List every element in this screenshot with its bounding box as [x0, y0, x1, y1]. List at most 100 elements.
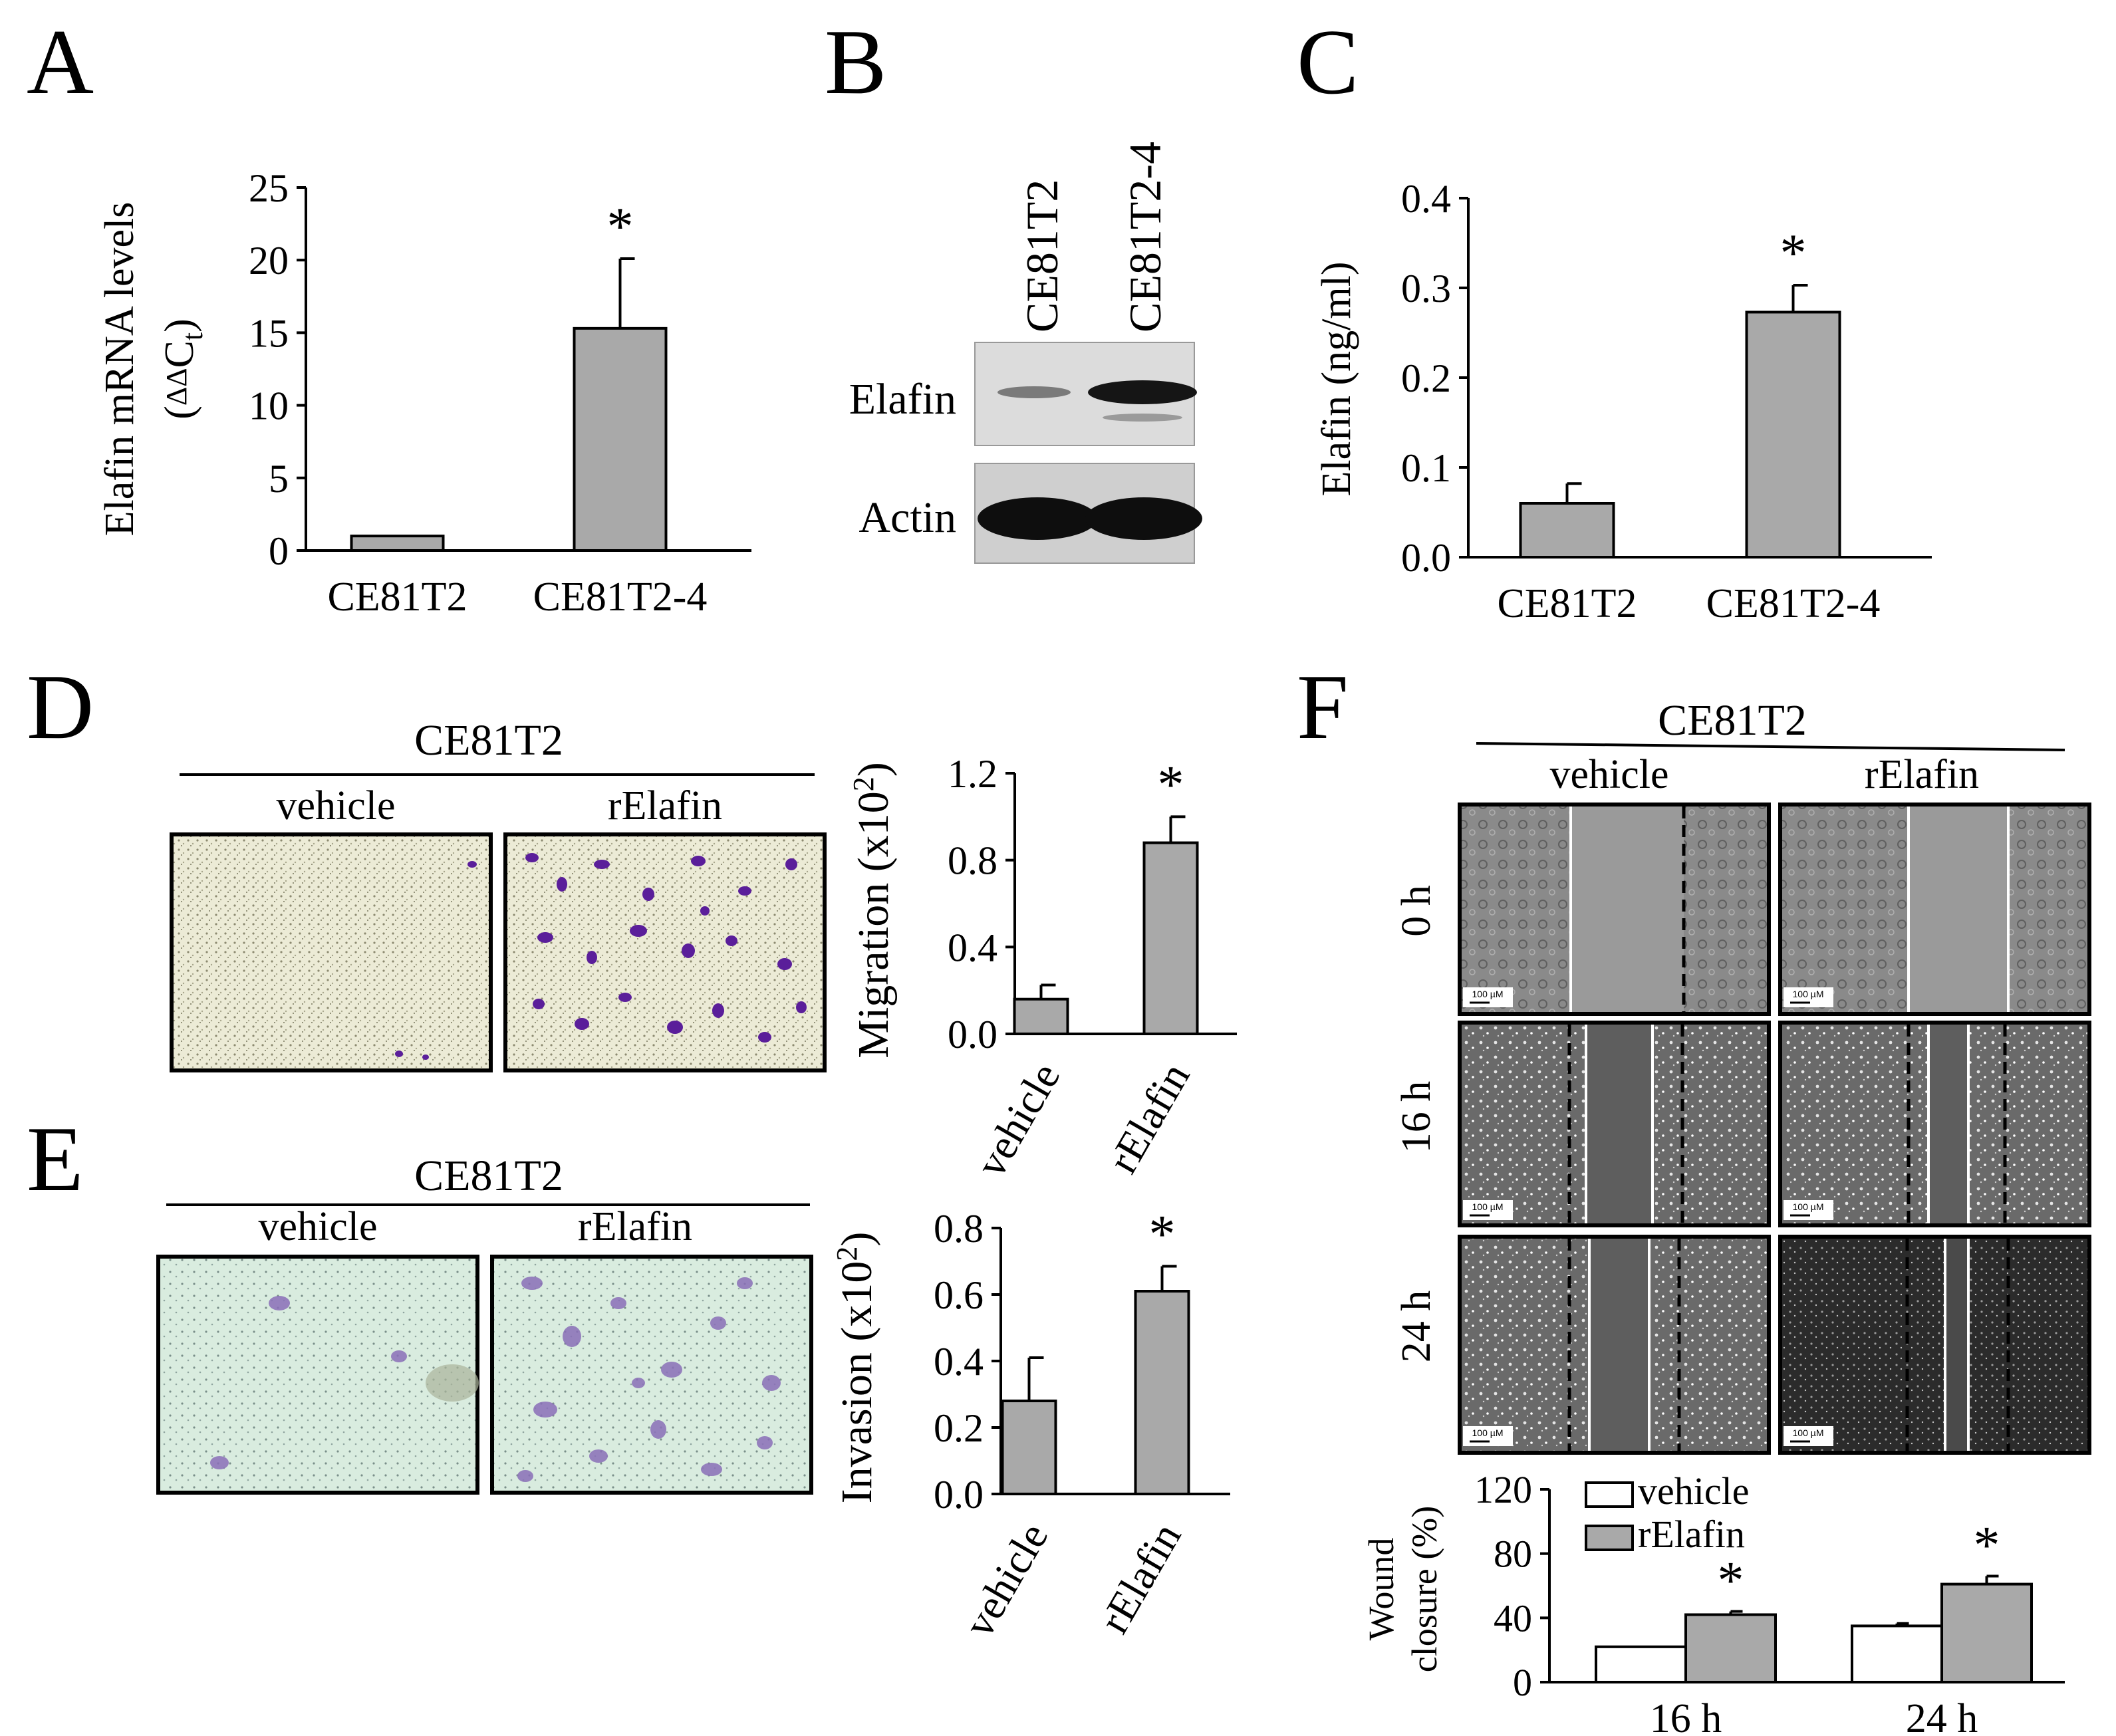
bar — [1001, 1400, 1057, 1495]
bar — [1745, 310, 1841, 558]
panel-letter-d: D — [27, 656, 94, 759]
y-axis-label-close: ) — [157, 318, 202, 332]
y-axis-label-open: ( — [157, 406, 202, 420]
bar — [1013, 997, 1069, 1035]
y-tick-label: 0.8 — [948, 839, 997, 883]
bar-rElafin — [1940, 1582, 2033, 1683]
chart-e: 0.0 0.2 0.4 0.6 0.8 vehicle * rElafin Invasion (… — [831, 1205, 1230, 1646]
blot-band-actin-ctrl — [978, 497, 1097, 540]
migration-label-relafin: rElafin — [608, 783, 722, 828]
wound-gap — [1589, 1239, 1649, 1451]
x-category-label: CE81T2 — [1497, 581, 1637, 626]
invasion-image-relafin — [490, 1255, 813, 1495]
y-tick-label: 1.2 — [948, 752, 997, 796]
migration-image-relafin — [503, 832, 827, 1072]
y-tick-label: 0.4 — [1401, 177, 1451, 221]
wound-scale-bars: 100 µM 100 µM 100 µM 100 µM 100 µM 100 µ… — [1463, 987, 1833, 1446]
migration-label-vehicle: vehicle — [276, 783, 395, 828]
y-tick-label: 120 — [1474, 1468, 1532, 1511]
x-category-label: CE81T2-4 — [533, 574, 708, 620]
y-tick-label: 0.1 — [1401, 446, 1451, 490]
invasion-image-vehicle — [156, 1255, 479, 1495]
significance-star: * — [1158, 755, 1184, 814]
bar — [1134, 1290, 1190, 1495]
wound-gap — [1571, 806, 1684, 1012]
bar — [1519, 502, 1615, 558]
bar-rElafin — [1684, 1613, 1777, 1683]
y-tick-label: 0.0 — [1401, 536, 1451, 580]
migration-stained-cells — [395, 853, 807, 1060]
y-axis-label-delta: ΔΔ — [160, 368, 193, 406]
wound-gap — [1586, 1025, 1653, 1223]
blot-band-label-elafin: Elafin — [849, 375, 956, 424]
invasion-header: CE81T2 — [414, 1152, 563, 1200]
blot-band-elafin-oe-faint — [1103, 414, 1182, 422]
bar — [1142, 841, 1199, 1035]
wound-images: CE81T2 vehicle rElafin 0 h 16 h 24 h — [1394, 696, 2091, 1455]
y-axis-label-main: Invasion (x10 — [833, 1261, 881, 1504]
chart-f: 0 40 80 120 Wound closure (%) * 16 h * 24 h vehicl… — [1361, 1468, 2065, 1736]
blot-band-actin-oe — [1085, 497, 1202, 540]
wound-label-relafin: rElafin — [1865, 752, 1979, 797]
invasion-label-relafin: rElafin — [578, 1204, 692, 1249]
significance-star: * — [1149, 1205, 1176, 1264]
blot-lane-label-1: CE81T2 — [1017, 180, 1067, 332]
wound-gap — [1909, 806, 2008, 1012]
panel-letter-f: F — [1297, 656, 1349, 759]
x-category-label: rElafin — [1090, 1515, 1190, 1641]
migration-images: CE81T2 vehicle rElafin — [170, 716, 827, 1072]
legend-label-rElafin: rElafin — [1638, 1513, 1745, 1556]
migration-image-vehicle — [170, 832, 493, 1072]
y-axis-label-line1: Wound — [1361, 1538, 1401, 1641]
wound-time-16h: 16 h — [1394, 1081, 1439, 1154]
y-axis-label-sub: t — [176, 332, 209, 340]
significance-star: * — [1974, 1517, 2000, 1575]
y-axis-label-close: ) — [849, 762, 898, 777]
y-tick-label: 10 — [249, 384, 289, 428]
y-axis-label-exponent: 2 — [831, 1247, 863, 1261]
wound-image-relafin-24h — [1778, 1235, 2091, 1455]
y-tick-label: 0.0 — [934, 1473, 984, 1517]
svg-text:100 µM: 100 µM — [1793, 1427, 1824, 1438]
y-axis-label-units: (ΔΔCt) — [157, 318, 209, 420]
panel-letter-c: C — [1297, 11, 1359, 114]
y-tick-label: 0.0 — [948, 1013, 997, 1056]
wound-time-0h: 0 h — [1394, 885, 1439, 937]
bar-vehicle — [1595, 1645, 1687, 1683]
y-tick-label: 0.3 — [1401, 267, 1451, 310]
chart-c: 0.0 0.1 0.2 0.3 0.4 CE81T2 * CE81T2-4 Elafin (ng… — [1314, 177, 1932, 626]
x-category-label: vehicle — [967, 1055, 1069, 1185]
bar-vehicle — [1851, 1624, 1943, 1684]
chart-d: 0.0 0.4 0.8 1.2 vehicle * rElafin Migration (x1… — [847, 752, 1237, 1185]
y-tick-label: 25 — [249, 166, 289, 210]
y-tick-label: 5 — [269, 457, 289, 501]
x-category-label: CE81T2-4 — [1706, 581, 1881, 626]
x-category-label: CE81T2 — [327, 574, 467, 620]
y-tick-label: 0.2 — [934, 1406, 984, 1450]
svg-text:100 µM: 100 µM — [1793, 1201, 1824, 1212]
svg-text:100 µM: 100 µM — [1472, 989, 1504, 999]
y-tick-label: 0.8 — [934, 1207, 984, 1251]
y-axis-label: Migration (x102) — [847, 762, 898, 1058]
x-category-label: 16 h — [1650, 1696, 1722, 1736]
wound-gap — [1945, 1239, 1968, 1451]
chart-a: 0 5 10 15 20 25 CE81T2 * CE81T2-4 Elafin mRNA lev… — [97, 166, 751, 620]
y-axis-label: Elafin mRNA levels — [97, 202, 142, 537]
blot-band-elafin-ctrl — [997, 386, 1071, 398]
x-category-label: vehicle — [955, 1515, 1057, 1646]
significance-star: * — [1780, 224, 1807, 283]
y-tick-label: 15 — [249, 311, 289, 355]
y-tick-label: 0.4 — [934, 1340, 984, 1384]
invasion-debris — [426, 1364, 479, 1402]
y-axis-label: Invasion (x102) — [831, 1232, 881, 1504]
migration-header: CE81T2 — [414, 716, 563, 765]
x-category-label: rElafin — [1099, 1055, 1198, 1181]
blot-band-label-actin: Actin — [859, 493, 956, 542]
y-axis-label-close: ) — [833, 1232, 881, 1247]
y-axis-label: Elafin (ng/ml) — [1314, 262, 1359, 497]
y-axis-label-line2: closure (%) — [1404, 1506, 1444, 1672]
bar — [350, 535, 445, 552]
wound-label-vehicle: vehicle — [1549, 752, 1668, 797]
wound-time-24h: 24 h — [1394, 1291, 1439, 1363]
